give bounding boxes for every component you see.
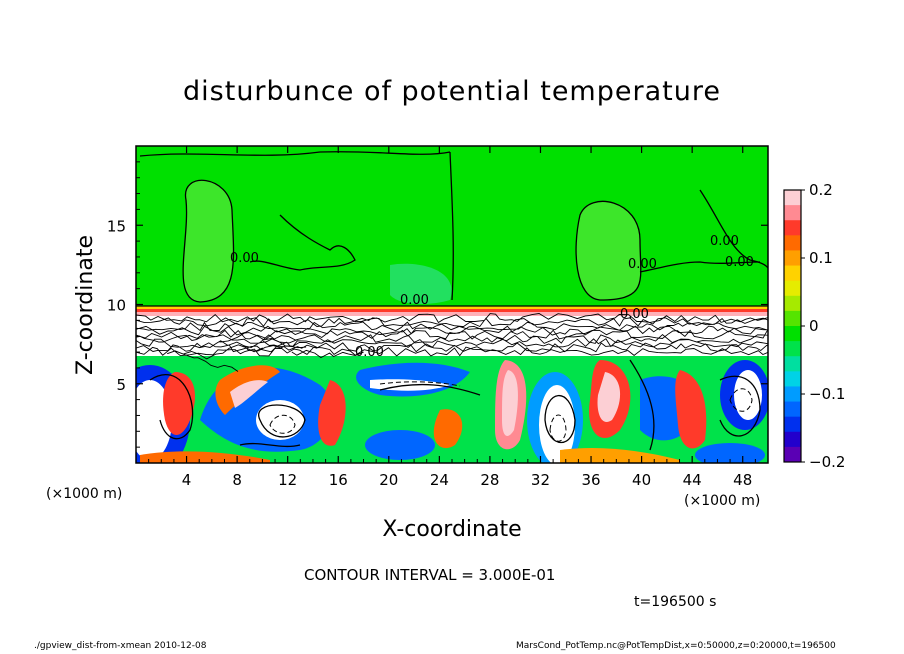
footer-left: ./gpview_dist-from-xmean 2010-12-08 [34, 641, 207, 651]
upper-blob [183, 180, 234, 302]
contour-label: 0.00 [620, 307, 649, 322]
x-tick-label: 16 [329, 471, 348, 489]
x-axis-label: X-coordinate [382, 517, 521, 542]
boundary-band [136, 309, 768, 312]
colorbar-tick-label: 0.2 [809, 181, 833, 199]
colorbar-swatch [784, 326, 801, 342]
z-axis: 5 10 15 [107, 161, 768, 448]
colorbar-swatch [784, 416, 801, 433]
upper-blob [390, 263, 452, 305]
boundary-band [136, 306, 768, 309]
z-tick-label: 5 [116, 376, 126, 394]
x-unit-label-right: (×1000 m) [684, 493, 760, 509]
z-tick-label: 10 [107, 297, 126, 315]
colorbar-swatch [784, 341, 801, 357]
contour-label: 0.00 [230, 251, 259, 266]
x-tick-label: 28 [480, 471, 499, 489]
contour-label: 0.00 [710, 234, 739, 249]
colorbar [783, 189, 802, 463]
colorbar-tick-label: 0.1 [809, 249, 833, 267]
colorbar-swatch [784, 220, 801, 236]
colorbar-swatch [784, 431, 801, 448]
colorbar-swatch [784, 280, 801, 297]
colorbar-swatch [784, 205, 801, 221]
contour-labels: 0.00 0.00 0.00 0.00 0.00 0.00 0.00 [230, 234, 754, 360]
dense-contours [136, 313, 768, 372]
upper-blob [576, 201, 641, 300]
colorbar-swatch [784, 295, 801, 312]
colorbar-swatch [784, 401, 801, 418]
y-axis-label: Z-coordinate [73, 235, 98, 375]
upper-region [136, 146, 768, 309]
heatmap-field [136, 146, 768, 463]
contour-lines [136, 151, 768, 451]
colorbar-swatch [784, 371, 801, 387]
boundary-band [136, 312, 768, 316]
x-tick-label: 48 [733, 471, 752, 489]
colorbar-swatch [784, 356, 801, 372]
x-tick-label: 40 [632, 471, 651, 489]
x-axis: 4 8 12 16 20 24 28 32 36 40 44 48 [148, 146, 756, 489]
x-tick-label: 24 [430, 471, 449, 489]
footer-right: MarsCond_PotTemp.nc@PotTempDist,x=0:5000… [516, 641, 836, 651]
x-tick-label: 4 [182, 471, 192, 489]
colorbar-tick-label: −0.2 [809, 453, 845, 471]
contour-interval-text: CONTOUR INTERVAL = 3.000E-01 [304, 566, 556, 584]
colorbar-tick-label: −0.1 [809, 385, 845, 403]
warm-plumes [140, 360, 707, 463]
chart-title: disturbunce of potential temperature [183, 76, 721, 107]
x-tick-label: 12 [278, 471, 297, 489]
colorbar-swatch [784, 190, 801, 206]
contour-label: 0.00 [355, 345, 384, 360]
contour-lines-negative [269, 381, 753, 442]
colorbar-ticks: 0.2 0.1 0 −0.1 −0.2 [801, 181, 845, 471]
time-stamp: t=196500 s [634, 594, 717, 610]
colorbar-swatch [784, 446, 801, 463]
colorbar-swatch [784, 265, 801, 282]
x-tick-label: 20 [379, 471, 398, 489]
colorbar-swatch [784, 250, 801, 267]
x-tick-label: 44 [683, 471, 702, 489]
x-tick-label: 36 [581, 471, 600, 489]
x-tick-label: 8 [232, 471, 242, 489]
contour-label: 0.00 [400, 293, 429, 308]
z-tick-label: 15 [107, 217, 126, 235]
x-tick-label: 32 [531, 471, 550, 489]
x-unit-label-left: (×1000 m) [46, 486, 122, 502]
colorbar-swatch [784, 235, 801, 251]
colorbar-swatch [784, 310, 801, 327]
contour-label: 0.00 [628, 257, 657, 272]
colorbar-swatch [784, 386, 801, 403]
contour-label: 0.00 [725, 255, 754, 270]
colorbar-tick-label: 0 [809, 317, 819, 335]
